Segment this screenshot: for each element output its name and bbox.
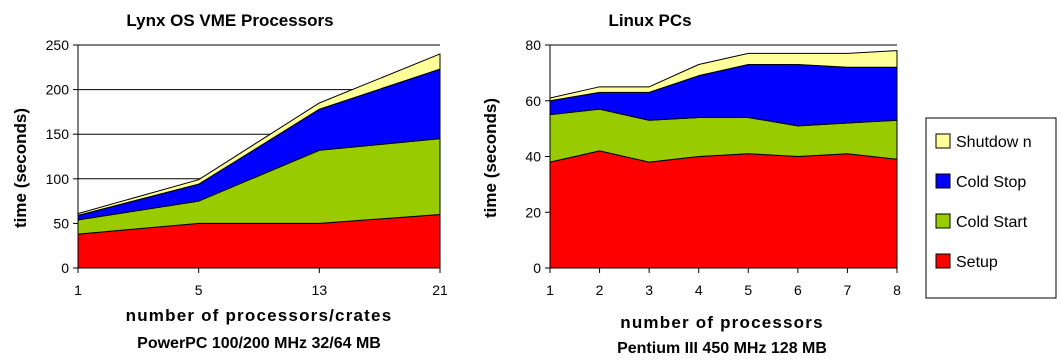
y-tick-label: 150 <box>46 126 70 142</box>
x-tick-label: 13 <box>312 282 328 298</box>
legend-label: Shutdow n <box>956 134 1032 151</box>
y-tick-label: 250 <box>46 37 70 53</box>
y-tick-label: 80 <box>525 37 541 53</box>
chart-2-title: Linux PCs <box>608 11 691 30</box>
chart-1-x-axis-label: number of processors/crates <box>126 306 393 325</box>
x-tick-label: 2 <box>596 282 604 298</box>
chart-1-x-ticks: 1 5 13 21 <box>74 268 448 298</box>
x-tick-label: 21 <box>432 282 448 298</box>
x-tick-label: 8 <box>893 282 901 298</box>
chart-lynx: Lynx OS VME Processors 0 50 100 150 200 250 1… <box>11 11 448 352</box>
x-tick-label: 1 <box>546 282 554 298</box>
y-tick-label: 0 <box>533 260 541 276</box>
chart-2-x-axis-sublabel: Pentium III 450 MHz 128 MB <box>617 340 827 357</box>
area-series-setup <box>549 150 898 269</box>
chart-2-x-ticks: 1 2 3 4 5 6 7 8 <box>546 268 901 298</box>
y-tick-label: 200 <box>46 82 70 98</box>
y-tick-label: 20 <box>525 204 541 220</box>
y-tick-label: 40 <box>525 149 541 165</box>
chart-linux: Linux PCs 0 20 40 60 80 1 2 3 4 5 6 7 8 time (secon… <box>481 11 901 357</box>
x-tick-label: 1 <box>74 282 82 298</box>
x-tick-label: 3 <box>645 282 653 298</box>
x-tick-label: 6 <box>794 282 802 298</box>
x-tick-label: 7 <box>844 282 852 298</box>
chart-1-title: Lynx OS VME Processors <box>126 11 333 30</box>
y-tick-label: 0 <box>61 260 69 276</box>
legend: Shutdow n Cold Stop Cold Start Setup <box>925 117 1057 299</box>
area-series-shutdown <box>77 53 441 216</box>
chart-1-y-axis-label: time (seconds) <box>11 108 30 228</box>
area-series-shutdown <box>549 50 898 102</box>
chart-1-areas <box>77 53 441 269</box>
x-tick-label: 5 <box>744 282 752 298</box>
y-tick-label: 100 <box>46 171 70 187</box>
chart-2-x-axis-label: number of processors <box>620 313 824 332</box>
legend-swatch <box>935 213 951 229</box>
legend-items: Shutdow n Cold Stop Cold Start Setup <box>935 133 1032 271</box>
legend-swatch <box>935 133 951 149</box>
legend-label: Cold Stop <box>956 174 1026 191</box>
legend-swatch <box>935 253 951 269</box>
x-tick-label: 5 <box>195 282 203 298</box>
chart-2-areas <box>549 50 898 269</box>
chart-1-x-axis-sublabel: PowerPC 100/200 MHz 32/64 MB <box>137 335 381 352</box>
y-tick-label: 50 <box>53 215 69 231</box>
chart-1-axes <box>77 45 440 269</box>
x-tick-label: 4 <box>695 282 703 298</box>
chart-2-y-axis-label: time (seconds) <box>481 98 500 218</box>
legend-swatch <box>935 173 951 189</box>
chart-2-y-ticks: 0 20 40 60 80 <box>525 37 550 276</box>
legend-label: Cold Start <box>956 214 1028 231</box>
y-tick-label: 60 <box>525 93 541 109</box>
legend-label: Setup <box>956 254 998 271</box>
chart-1-y-ticks: 0 50 100 150 200 250 <box>46 37 78 276</box>
